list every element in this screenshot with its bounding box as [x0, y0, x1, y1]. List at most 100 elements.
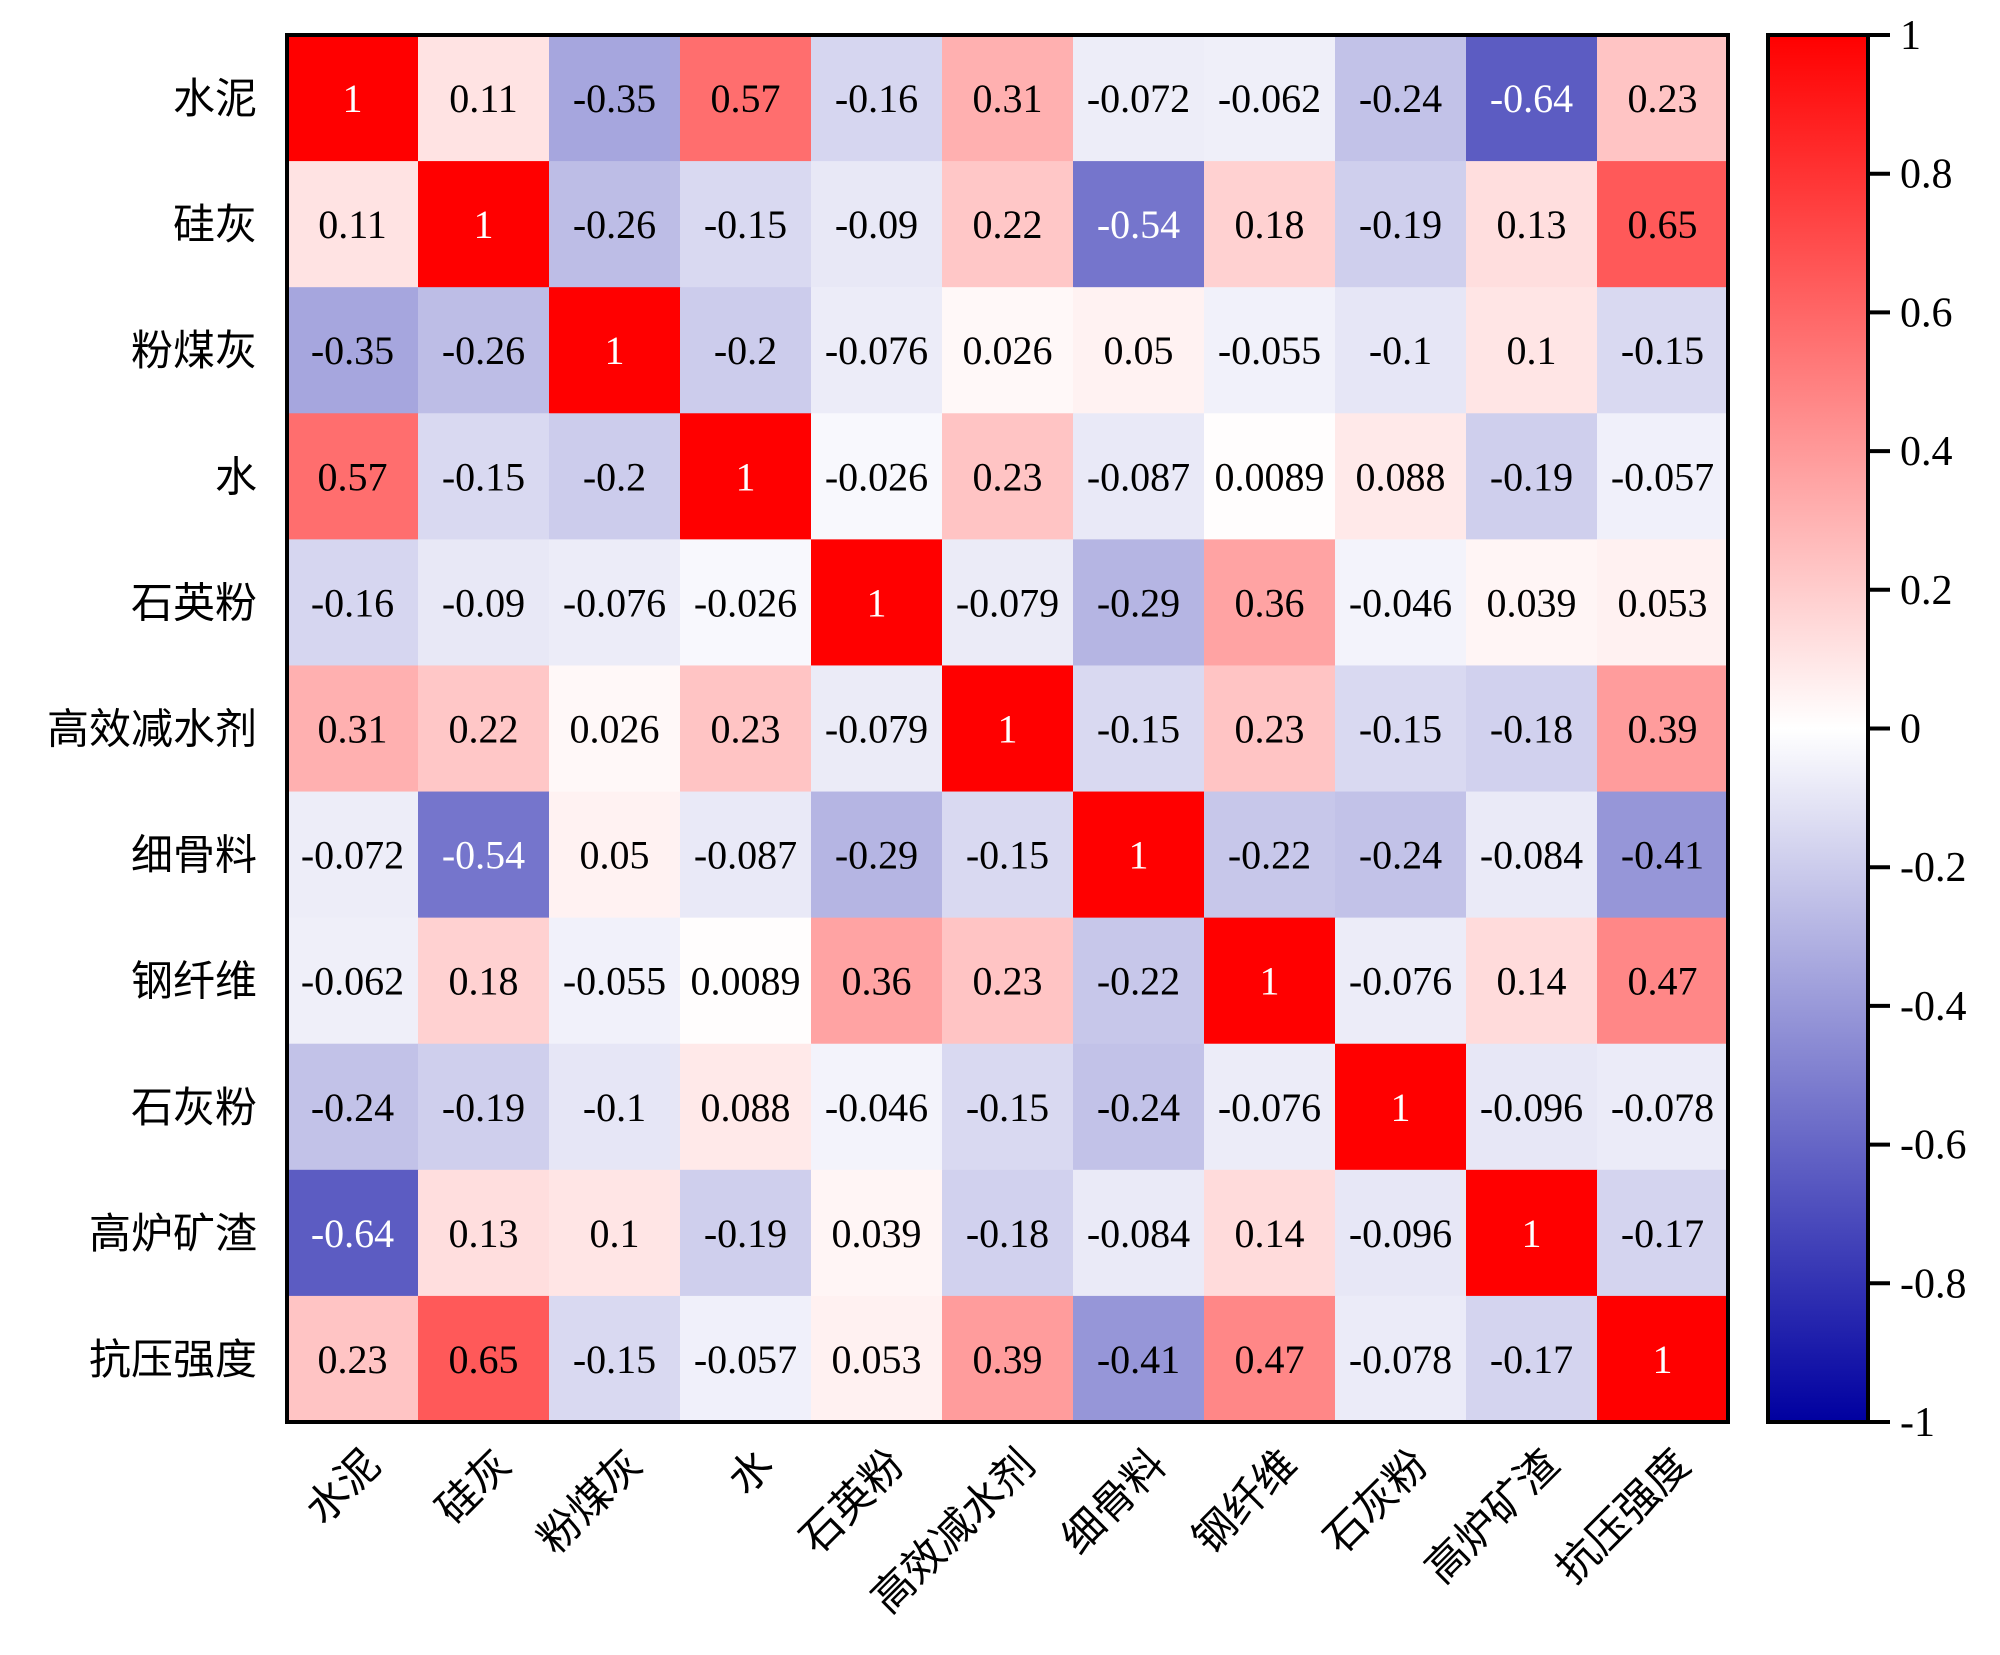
heatmap-cell [1466, 287, 1598, 414]
heatmap-cell-value: 0.05 [580, 833, 650, 878]
heatmap-cell-value: 0.47 [1628, 959, 1698, 1004]
heatmap-cell [287, 539, 419, 666]
heatmap-cell [942, 665, 1074, 793]
heatmap-cell [1335, 539, 1467, 666]
heatmap-cell [942, 287, 1074, 414]
heatmap-cell [1073, 539, 1205, 666]
heatmap-cell-value: 0.65 [449, 1337, 519, 1382]
heatmap-cell [1466, 161, 1598, 288]
heatmap-cell [1335, 1169, 1467, 1297]
heatmap-cell [942, 791, 1074, 919]
heatmap-cell [1073, 1169, 1205, 1297]
heatmap-cell [1466, 917, 1598, 1045]
heatmap-cell [418, 35, 550, 162]
heatmap-cell [680, 917, 812, 1045]
heatmap-cell [942, 1295, 1074, 1423]
heatmap-cell-value: 1 [343, 76, 363, 121]
heatmap-cell [418, 791, 550, 919]
heatmap-cell [942, 161, 1074, 288]
heatmap-cell [418, 539, 550, 666]
heatmap-cell [942, 1169, 1074, 1297]
heatmap-cell [287, 791, 419, 919]
heatmap-cell [1204, 1295, 1336, 1423]
heatmap-cell [418, 161, 550, 288]
heatmap-cell [942, 35, 1074, 162]
heatmap-cell-value: -0.15 [1359, 707, 1442, 752]
heatmap-cell-value: 0.23 [973, 454, 1043, 499]
heatmap-cell-value: 0.23 [711, 707, 781, 752]
heatmap-cell [549, 35, 681, 162]
heatmap-cell [1466, 413, 1598, 540]
y-axis-label: 石英粉 [131, 578, 257, 627]
heatmap-cell [942, 413, 1074, 540]
heatmap-cell [1597, 287, 1729, 414]
heatmap-cell [1466, 1043, 1598, 1171]
heatmap-cell-value: 1 [1391, 1085, 1411, 1130]
heatmap-cell [1466, 35, 1598, 162]
heatmap-cell [680, 161, 812, 288]
colorbar-tick-label: 0 [1900, 707, 1921, 753]
heatmap-cell-value: -0.15 [704, 202, 787, 247]
y-axis-label: 钢纤维 [131, 957, 257, 1006]
y-axis-label: 硅灰 [173, 200, 257, 249]
heatmap-cell [680, 413, 812, 540]
heatmap-cell [549, 1169, 681, 1297]
heatmap-cell-value: 0.14 [1235, 1211, 1305, 1256]
x-axis-label: 钢纤维 [1183, 1439, 1307, 1563]
heatmap-cell [287, 917, 419, 1045]
heatmap-cell-value: 0.053 [1618, 580, 1708, 625]
heatmap-cell [549, 161, 681, 288]
colorbar-tick-label: -0.8 [1900, 1261, 1967, 1307]
heatmap-cell [287, 161, 419, 288]
heatmap-cell-value: 0.039 [1487, 580, 1577, 625]
heatmap-cell-value: 0.11 [449, 76, 518, 121]
heatmap-cell-value: -0.18 [966, 1211, 1049, 1256]
heatmap-cell [680, 287, 812, 414]
heatmap-cell-value: 0.23 [318, 1337, 388, 1382]
heatmap-cell-value: 1 [1522, 1211, 1542, 1256]
heatmap-cell-value: -0.096 [1480, 1085, 1583, 1130]
heatmap-cell [549, 1043, 681, 1171]
heatmap-cell [1073, 1295, 1205, 1423]
heatmap-cell [811, 665, 943, 793]
heatmap-cell [1466, 791, 1598, 919]
heatmap-cell-value: 1 [998, 707, 1018, 752]
heatmap-cell-value: 0.23 [1235, 707, 1305, 752]
heatmap-cell-value: 0.23 [1628, 76, 1698, 121]
heatmap-cell-value: -0.057 [1611, 454, 1714, 499]
heatmap-cell [418, 917, 550, 1045]
heatmap-cell-value: 1 [605, 328, 625, 373]
heatmap-cell-value: -0.24 [1097, 1085, 1180, 1130]
heatmap-cell-value: -0.17 [1490, 1337, 1573, 1382]
heatmap-cell-value: 1 [474, 202, 494, 247]
heatmap-cell-value: 0.47 [1235, 1337, 1305, 1382]
heatmap-cell [418, 1169, 550, 1297]
heatmap-cell-value: -0.19 [704, 1211, 787, 1256]
heatmap-cell [811, 413, 943, 540]
heatmap-cell-value: -0.24 [311, 1085, 394, 1130]
heatmap-cell-value: 0.31 [973, 76, 1043, 121]
heatmap-cell-value: 0.13 [449, 1211, 519, 1256]
y-axis-label: 细骨料 [131, 831, 257, 880]
x-axis-labels: 水泥 硅灰 粉煤灰水石英粉高效减水剂 细骨料 钢纤维 石灰粉高炉矿渣抗压强度 [296, 1439, 1700, 1622]
heatmap-cell [1073, 161, 1205, 288]
heatmap-cell [287, 1169, 419, 1297]
heatmap-cell [1597, 917, 1729, 1045]
heatmap-cell [287, 665, 419, 793]
heatmap-cell-value: 0.13 [1497, 202, 1567, 247]
heatmap-cell-value: -0.22 [1097, 959, 1180, 1004]
heatmap-cell-value: 0.0089 [1215, 454, 1325, 499]
heatmap-cell-value: -0.046 [825, 1085, 928, 1130]
colorbar-tick-label: 0.4 [1900, 429, 1953, 475]
heatmap-cell [1335, 287, 1467, 414]
heatmap-cell-value: -0.29 [835, 833, 918, 878]
heatmap-cell [287, 1043, 419, 1171]
heatmap-cell [549, 665, 681, 793]
heatmap-cell-value: -0.15 [1621, 328, 1704, 373]
heatmap-cell-value: 0.36 [842, 959, 912, 1004]
x-axis-label: 高炉矿渣 [1415, 1439, 1568, 1592]
heatmap-cell-value: -0.096 [1349, 1211, 1452, 1256]
heatmap-cell [549, 791, 681, 919]
colorbar-ticks: 1 0.8 0.6 0.4 0.2 0 -0.2 -0.4 -0.6 -0.8 -1 [1868, 13, 1967, 1446]
colorbar-tick-label: 0.6 [1900, 290, 1953, 336]
